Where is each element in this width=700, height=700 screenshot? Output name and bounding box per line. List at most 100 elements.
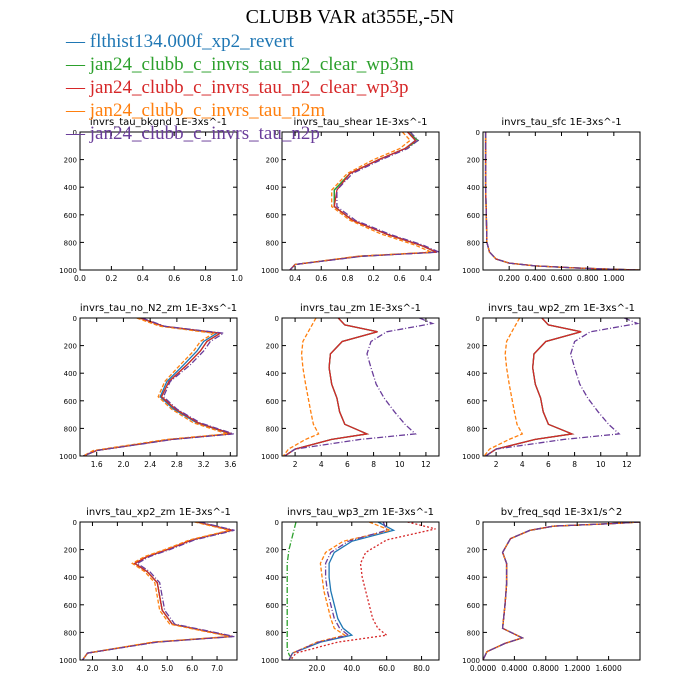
x-tick-label: 8 bbox=[371, 460, 376, 469]
legend-entry: — jan24_clubb_c_invrs_tau_n2_clear_wp3p bbox=[66, 77, 409, 98]
y-tick-label: 600 bbox=[266, 398, 279, 406]
x-tick-label: 40.0 bbox=[343, 664, 360, 673]
y-tick-label: 800 bbox=[467, 629, 480, 637]
series-line bbox=[81, 522, 233, 660]
y-tick-label: 0 bbox=[476, 315, 480, 323]
series-line bbox=[289, 132, 439, 270]
y-tick-label: 1000 bbox=[462, 267, 480, 275]
series-line bbox=[484, 132, 640, 270]
panel: invrs_tau_xp2_zm 1E-3xs^-1 0 200 400 600 800 1… bbox=[59, 507, 238, 673]
series-line bbox=[288, 522, 388, 660]
panel-frame bbox=[281, 131, 440, 271]
panel-frame bbox=[79, 521, 238, 661]
x-tick-label: 60.0 bbox=[378, 664, 395, 673]
y-tick-label: 1000 bbox=[462, 657, 480, 665]
x-tick-label: 0.4 bbox=[420, 274, 432, 283]
series-line bbox=[483, 522, 640, 660]
x-tick-label: 6 bbox=[546, 460, 551, 469]
series-line bbox=[83, 318, 234, 456]
y-tick-label: 400 bbox=[64, 370, 77, 378]
series-line bbox=[81, 522, 230, 660]
y-tick-label: 200 bbox=[64, 157, 77, 165]
series-line bbox=[284, 318, 378, 456]
figure-title: CLUBB VAR at355E,-5N bbox=[245, 6, 455, 28]
x-tick-label: 0.800 bbox=[577, 274, 599, 283]
panel: bv_freq_sqd 1E-3x1/s^2020040060080010000… bbox=[462, 507, 641, 673]
series-line bbox=[289, 132, 437, 270]
y-tick-label: 1000 bbox=[261, 267, 279, 275]
panel-title: invrs_tau_no_N2_zm 1E-3xs^-1 bbox=[80, 303, 237, 314]
x-tick-label: 4.0 bbox=[136, 664, 148, 673]
x-tick-label: 3.2 bbox=[198, 460, 210, 469]
x-tick-label: 0.400 bbox=[525, 274, 547, 283]
x-tick-label: 0.4 bbox=[289, 274, 301, 283]
panel-title: bv_freq_sqd 1E-3x1/s^2 bbox=[501, 507, 623, 518]
x-tick-label: 3.0 bbox=[111, 664, 123, 673]
y-tick-label: 0 bbox=[275, 519, 279, 527]
x-tick-label: 2.4 bbox=[144, 460, 156, 469]
y-tick-label: 1000 bbox=[261, 453, 279, 461]
x-tick-label: 0.6 bbox=[168, 274, 180, 283]
x-tick-label: 2 bbox=[293, 460, 298, 469]
y-tick-label: 200 bbox=[266, 157, 279, 165]
x-tick-label: 0.8 bbox=[341, 274, 353, 283]
x-tick-label: 12 bbox=[622, 460, 632, 469]
y-tick-label: 600 bbox=[64, 602, 77, 610]
panel-frame bbox=[482, 317, 641, 457]
series-line bbox=[288, 522, 393, 660]
panel: invrs_tau_shear 1E-3xs^-1 0 200 400 600 800 10… bbox=[261, 117, 440, 283]
series-line bbox=[83, 318, 231, 456]
series-line bbox=[81, 522, 235, 660]
panel-title: invrs_tau_sfc 1E-3xs^-1 bbox=[501, 117, 621, 128]
x-tick-label: 2.0 bbox=[86, 664, 98, 673]
y-tick-label: 800 bbox=[266, 425, 279, 433]
series-line bbox=[284, 318, 435, 456]
legend-entry: — jan24_clubb_c_invrs_tau_n2_clear_wp3m bbox=[66, 54, 414, 75]
y-tick-label: 800 bbox=[467, 239, 480, 247]
x-tick-label: 0.8000 bbox=[533, 664, 559, 673]
series-line bbox=[284, 318, 378, 456]
y-tick-label: 200 bbox=[467, 343, 480, 351]
x-tick-label: 2.0 bbox=[117, 460, 129, 469]
x-tick-label: 1.0 bbox=[231, 274, 243, 283]
y-tick-label: 600 bbox=[266, 212, 279, 220]
x-tick-label: 5.0 bbox=[161, 664, 173, 673]
panel-frame bbox=[281, 521, 440, 661]
y-tick-label: 200 bbox=[467, 157, 480, 165]
panel: invrs_tau_zm 1E-3xs^-1 0 200 400 600 800 1000 2… bbox=[261, 303, 440, 469]
legend-entry: — jan24_clubb_c_invrs_tau_n2p bbox=[66, 123, 320, 144]
y-tick-label: 400 bbox=[266, 184, 279, 192]
series-line bbox=[483, 318, 524, 456]
panel-title: invrs_tau_wp3_zm 1E-3xs^-1 bbox=[287, 507, 434, 518]
y-tick-label: 400 bbox=[64, 574, 77, 582]
y-tick-label: 1000 bbox=[59, 267, 77, 275]
series-line bbox=[289, 132, 432, 270]
series-line bbox=[484, 132, 640, 270]
y-tick-label: 0 bbox=[73, 519, 77, 527]
x-tick-label: 10 bbox=[395, 460, 405, 469]
y-tick-label: 400 bbox=[467, 574, 480, 582]
panel: invrs_tau_no_N2_zm 1E-3xs^-10 200 400 600 80… bbox=[59, 303, 238, 469]
panel-frame bbox=[482, 131, 641, 271]
y-tick-label: 600 bbox=[64, 212, 77, 220]
panel-frame bbox=[281, 317, 440, 457]
y-tick-label: 600 bbox=[64, 398, 77, 406]
series-line bbox=[282, 318, 320, 456]
x-tick-label: 2 bbox=[494, 460, 499, 469]
x-tick-label: 2.8 bbox=[171, 460, 183, 469]
y-tick-label: 400 bbox=[467, 370, 480, 378]
x-tick-label: 0.0 bbox=[74, 274, 86, 283]
x-tick-label: 0.4 bbox=[137, 274, 149, 283]
y-tick-label: 600 bbox=[266, 602, 279, 610]
series-line bbox=[290, 522, 436, 660]
series-line bbox=[81, 522, 233, 660]
x-tick-label: 1.2000 bbox=[564, 664, 590, 673]
x-tick-label: 0.600 bbox=[551, 274, 573, 283]
x-tick-label: 1.6000 bbox=[595, 664, 621, 673]
y-tick-label: 800 bbox=[266, 239, 279, 247]
y-tick-label: 400 bbox=[64, 184, 77, 192]
panel-frame bbox=[482, 521, 641, 661]
y-tick-label: 200 bbox=[266, 343, 279, 351]
y-tick-label: 600 bbox=[467, 602, 480, 610]
